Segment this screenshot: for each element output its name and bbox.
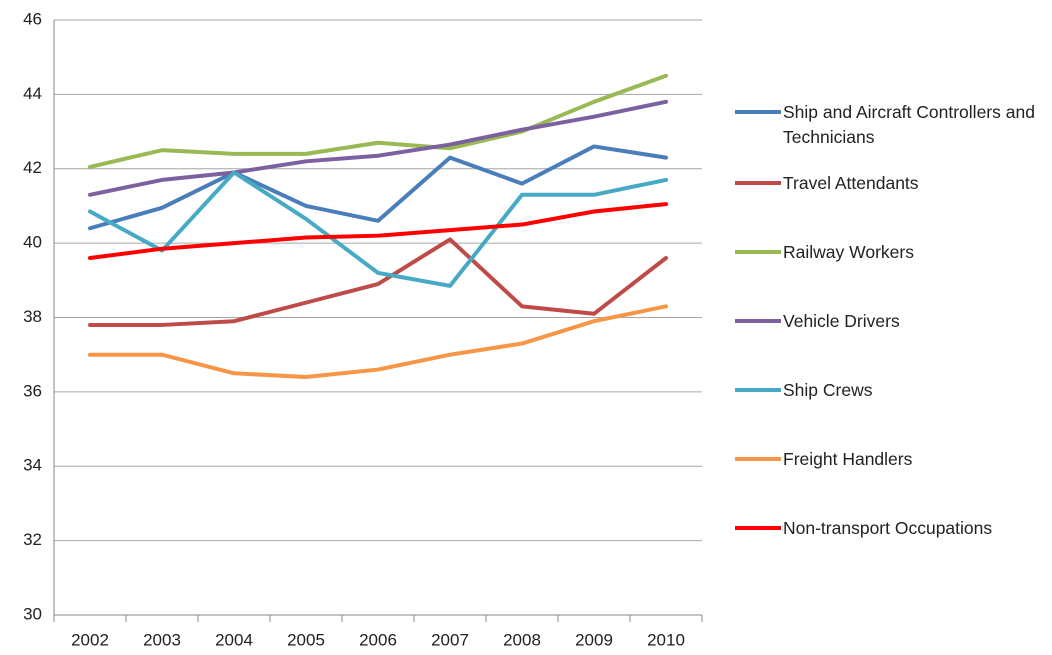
- legend-label: Ship Crews: [783, 380, 873, 400]
- x-tick-label: 2008: [503, 630, 541, 649]
- legend-swatch: [735, 526, 781, 530]
- legend-label: Vehicle Drivers: [783, 311, 900, 331]
- legend-label: Non-transport Occupations: [783, 518, 993, 538]
- line-series: [88, 99, 668, 197]
- y-tick-label: 40: [23, 233, 42, 252]
- line-series: [88, 144, 668, 231]
- x-tick-label: 2007: [431, 630, 469, 649]
- legend-label: Freight Handlers: [783, 449, 913, 469]
- x-tick-label: 2002: [71, 630, 109, 649]
- x-tick-label: 2010: [647, 630, 685, 649]
- legend-swatch: [735, 110, 781, 114]
- y-tick-label: 32: [23, 530, 42, 549]
- legend-swatch: [735, 457, 781, 461]
- legend-swatch: [735, 181, 781, 185]
- legend-swatch: [735, 388, 781, 392]
- line-series: [88, 237, 668, 327]
- line-series: [88, 170, 668, 288]
- legend-label: Travel Attendants: [783, 173, 919, 193]
- y-tick-label: 30: [23, 604, 42, 623]
- x-tick-label: 2005: [287, 630, 325, 649]
- y-tick-label: 36: [23, 381, 42, 400]
- legend-label: Railway Workers: [783, 242, 914, 262]
- legend-label: Ship and Aircraft Controllers and Techni…: [783, 102, 1035, 147]
- y-tick-label: 44: [23, 84, 42, 103]
- legend-swatch: [735, 319, 781, 323]
- legend-swatch: [735, 250, 781, 254]
- x-tick-label: 2006: [359, 630, 397, 649]
- y-tick-label: 38: [23, 307, 42, 326]
- line-series: [88, 202, 668, 260]
- x-tick-label: 2003: [143, 630, 181, 649]
- line-series: [88, 73, 668, 169]
- x-tick-label: 2004: [215, 630, 253, 649]
- y-tick-label: 34: [23, 456, 42, 475]
- y-tick-label: 42: [23, 158, 42, 177]
- line-series: [88, 304, 668, 379]
- x-tick-label: 2009: [575, 630, 613, 649]
- y-tick-label: 46: [23, 9, 42, 28]
